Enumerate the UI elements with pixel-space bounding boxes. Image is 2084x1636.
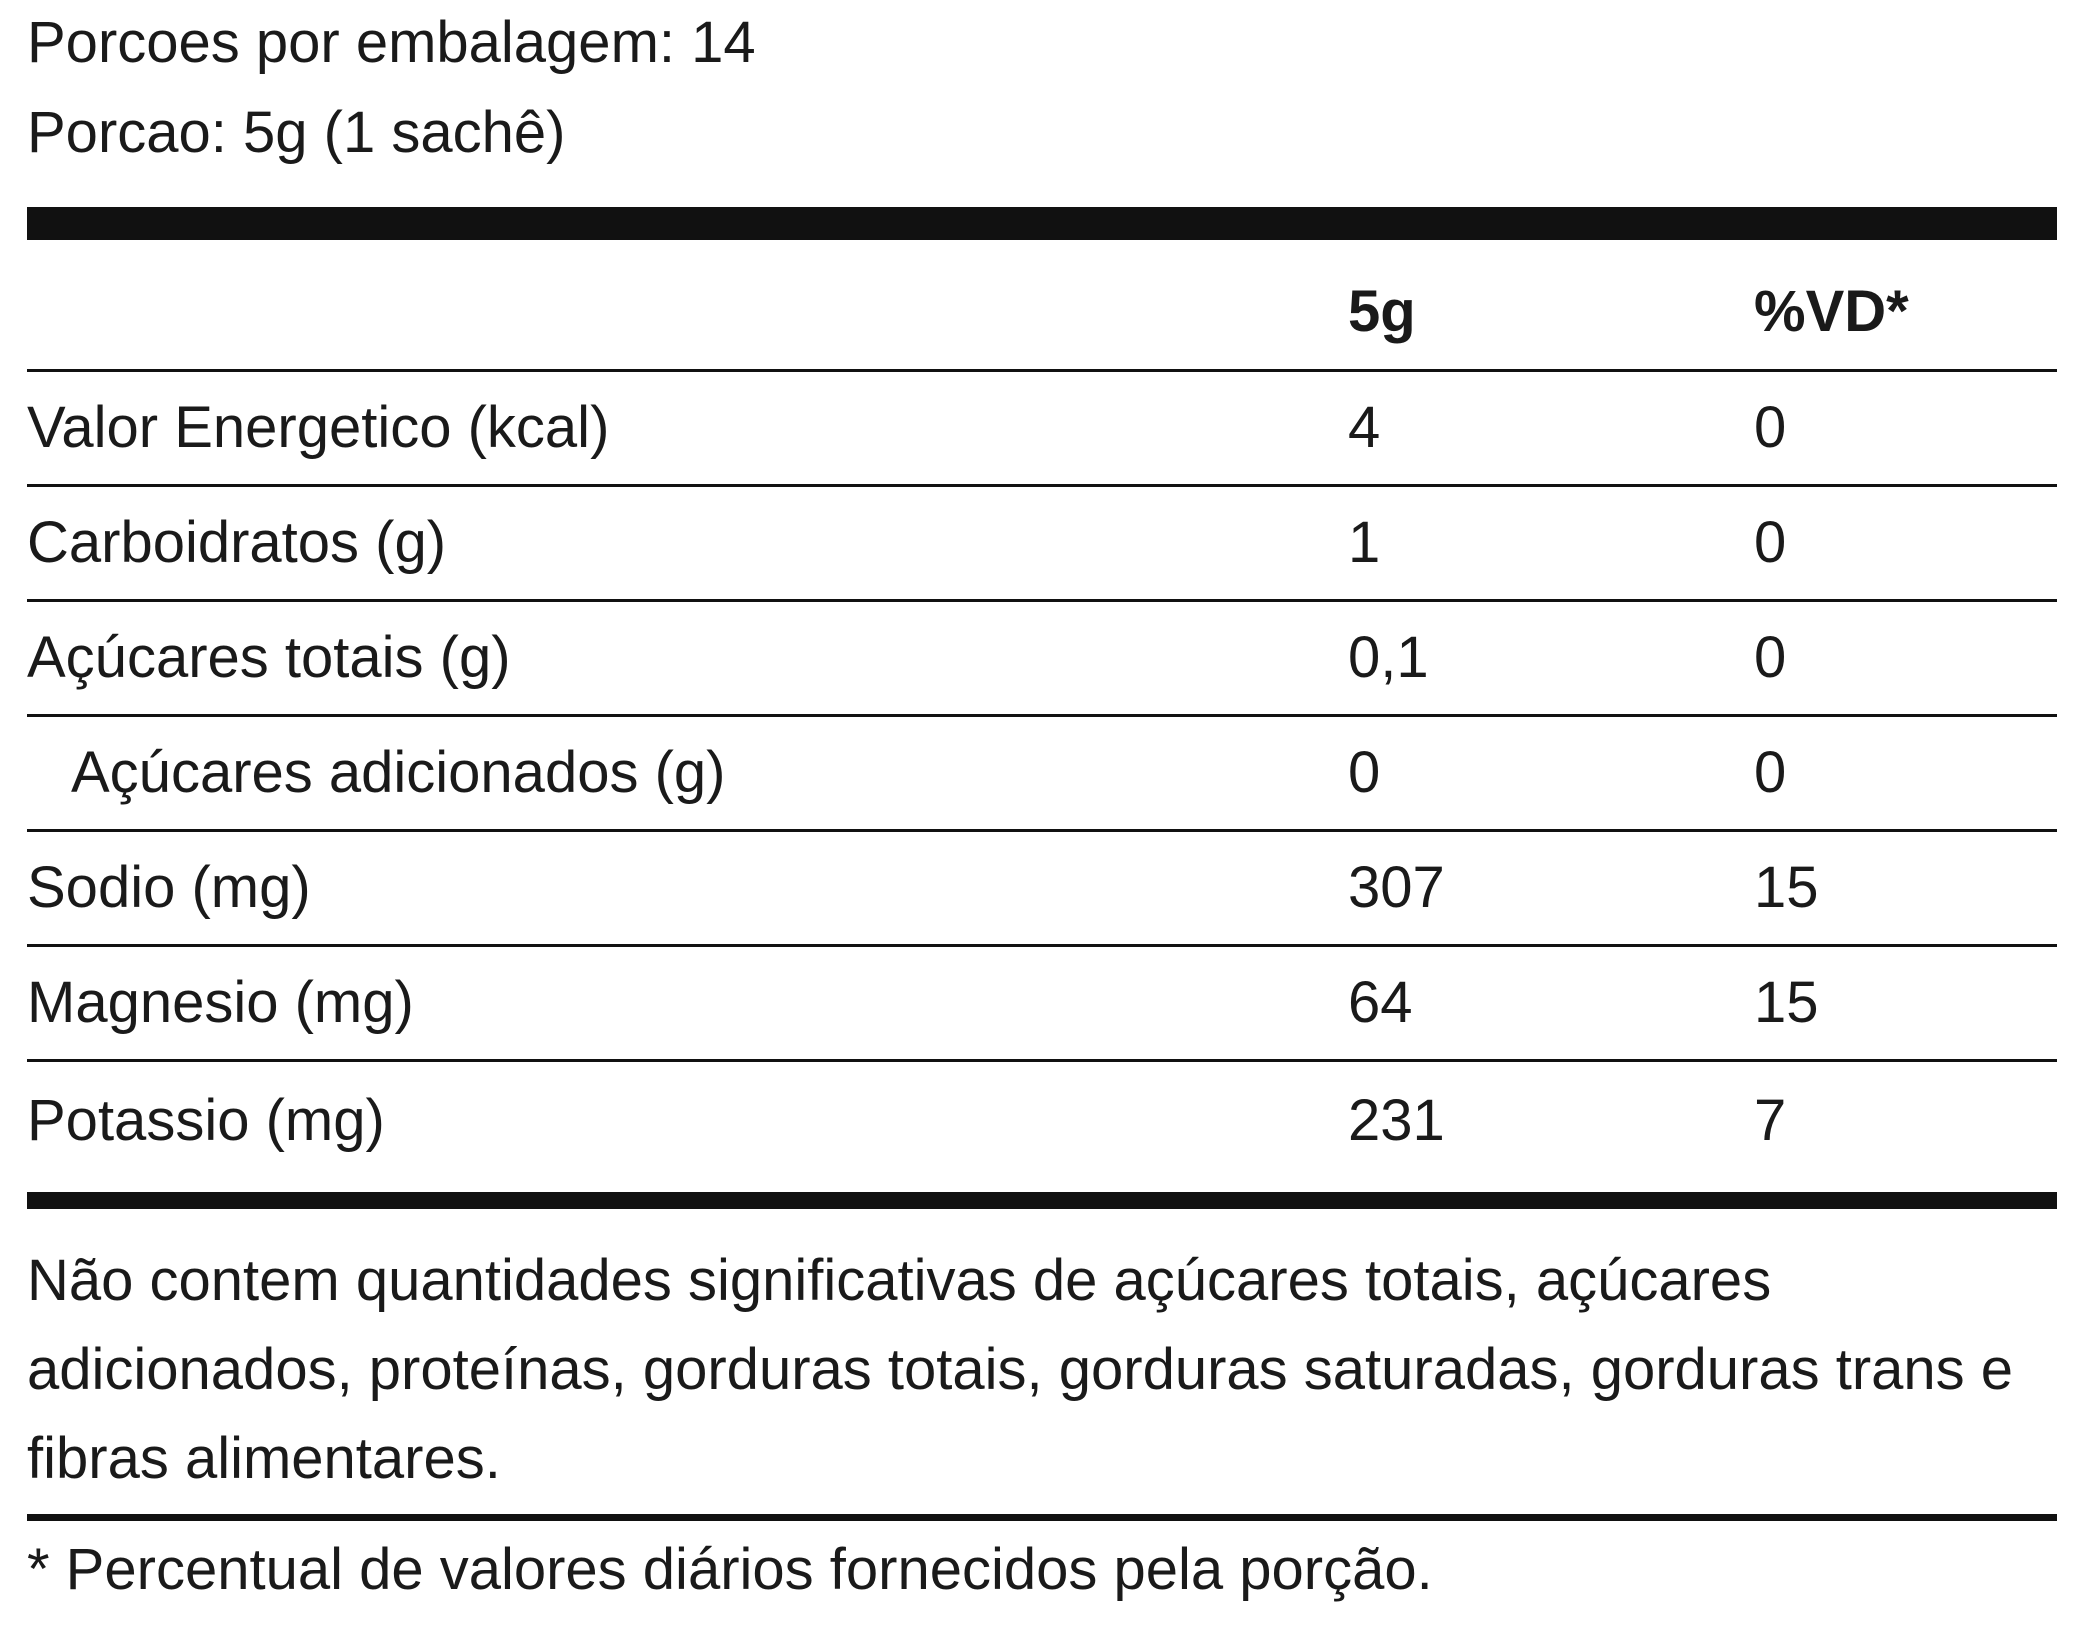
table-row: Açúcares totais (g) 0,1 0	[27, 602, 2057, 717]
table-row: Magnesio (mg) 64 15	[27, 947, 2057, 1062]
nutrient-name: Carboidratos (g)	[27, 510, 447, 575]
nutrient-daily-value: 0	[1754, 625, 1787, 690]
nutrient-amount: 4	[1348, 395, 1381, 460]
nutrient-name: Valor Energetico (kcal)	[27, 395, 610, 460]
nutrient-amount: 307	[1348, 855, 1445, 920]
nutrient-amount: 0	[1348, 740, 1381, 805]
nutrient-name: Potassio (mg)	[27, 1087, 385, 1153]
insignificant-amounts-note: Não contem quantidades significativas de…	[27, 1248, 2014, 1491]
table-row: Açúcares adicionados (g) 0 0	[27, 717, 2057, 832]
nutrient-name: Açúcares adicionados (g)	[71, 740, 726, 805]
column-header-amount: 5g	[1348, 279, 1416, 344]
nutrient-amount: 0,1	[1348, 625, 1429, 690]
nutrient-daily-value: 0	[1754, 395, 1787, 460]
column-header-daily-value: %VD*	[1754, 279, 1909, 344]
nutrition-table: 5g %VD* Valor Energetico (kcal) 4 0 Carb…	[27, 240, 2057, 1179]
nutrient-daily-value: 15	[1754, 970, 1819, 1035]
nutrient-daily-value: 0	[1754, 510, 1787, 575]
portion-size: Porcao: 5g (1 sachê)	[27, 100, 566, 165]
table-row: Sodio (mg) 307 15	[27, 832, 2057, 947]
daily-value-disclaimer: * Percentual de valores diários fornecid…	[27, 1537, 1433, 1602]
nutrient-daily-value: 0	[1754, 740, 1787, 805]
nutrient-amount: 231	[1348, 1087, 1445, 1153]
nutrient-name: Açúcares totais (g)	[27, 625, 511, 690]
nutrient-amount: 64	[1348, 970, 1413, 1035]
thick-divider-bottom	[27, 1192, 2057, 1209]
thick-divider-top	[27, 207, 2057, 240]
table-header-row: 5g %VD*	[27, 240, 2057, 372]
nutrient-daily-value: 7	[1754, 1087, 1787, 1153]
servings-per-package: Porcoes por embalagem: 14	[27, 10, 756, 75]
nutrient-daily-value: 15	[1754, 855, 1819, 920]
nutrient-name: Sodio (mg)	[27, 855, 311, 920]
nutrient-amount: 1	[1348, 510, 1381, 575]
table-row: Potassio (mg) 231 7	[27, 1062, 2057, 1179]
table-row: Carboidratos (g) 1 0	[27, 487, 2057, 602]
table-row: Valor Energetico (kcal) 4 0	[27, 372, 2057, 487]
footnote-divider	[27, 1514, 2057, 1521]
nutrient-name: Magnesio (mg)	[27, 970, 414, 1035]
